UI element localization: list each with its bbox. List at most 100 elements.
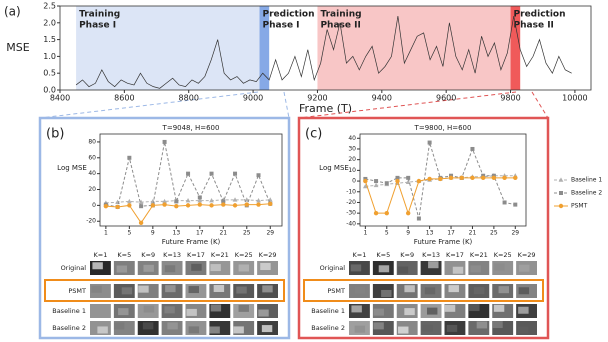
marker xyxy=(373,210,379,216)
marker xyxy=(480,175,486,181)
thumbnail-detail xyxy=(143,305,155,313)
y-tick-label: 20 xyxy=(88,186,96,193)
marker xyxy=(416,216,421,221)
marker xyxy=(233,171,238,176)
thumbnail-detail xyxy=(92,262,103,270)
connector xyxy=(298,91,517,119)
x-tick-label: 9 xyxy=(406,230,410,237)
marker xyxy=(502,175,507,181)
y-tick-label: -20 xyxy=(346,199,356,206)
y-tick-label: -20 xyxy=(86,218,96,225)
marker xyxy=(502,200,507,205)
panel-label: (a) xyxy=(4,5,21,19)
marker xyxy=(127,203,132,208)
legend-label: Baseline 2 xyxy=(571,190,602,197)
marker xyxy=(558,177,564,182)
marker xyxy=(362,183,368,189)
x-tick-label: 8600 xyxy=(114,94,134,103)
thumbnail-detail xyxy=(518,306,529,314)
thumbnail-detail xyxy=(116,265,128,273)
y-tick-label: 80 xyxy=(88,138,96,145)
thumbnail-detail xyxy=(210,264,221,272)
row-label: PSMT xyxy=(327,287,345,295)
marker xyxy=(384,210,389,216)
plot-frame xyxy=(59,5,592,91)
marker xyxy=(138,199,144,205)
thumbnail-detail xyxy=(121,287,133,295)
thumbnail-detail xyxy=(428,261,439,269)
column-label: K=17 xyxy=(446,251,464,259)
marker xyxy=(174,199,179,204)
marker xyxy=(384,181,389,186)
y-tick-label: 2.5 xyxy=(43,2,56,11)
thumbnail-detail xyxy=(373,322,384,330)
marker xyxy=(115,204,120,210)
marker xyxy=(256,198,261,203)
x-tick-label: 10000 xyxy=(562,94,587,103)
connector xyxy=(39,91,259,119)
thumbnail-detail xyxy=(398,326,409,334)
marker xyxy=(232,203,238,208)
x-tick-label: 21 xyxy=(469,230,477,237)
column-label: K=9 xyxy=(400,251,414,259)
marker xyxy=(438,176,443,182)
thumbnail-detail xyxy=(261,325,273,333)
x-tick-label: 9000 xyxy=(243,94,263,103)
thumbnail-detail xyxy=(97,326,108,334)
thumbnail-detail xyxy=(186,308,197,316)
thumbnail-detail xyxy=(448,285,459,293)
x-axis-label: Future Frame (K) xyxy=(162,238,221,246)
marker xyxy=(103,203,109,209)
thumbnail-detail xyxy=(118,308,129,316)
marker xyxy=(363,178,368,184)
y-tick-label: 0.5 xyxy=(43,69,56,78)
panel-box xyxy=(38,116,291,340)
marker xyxy=(138,220,144,226)
marker xyxy=(126,198,132,204)
marker xyxy=(209,203,214,208)
phase-label: Prediction xyxy=(514,10,566,20)
x-tick-label: 9400 xyxy=(372,94,392,103)
x-tick-label: 5 xyxy=(385,230,389,237)
marker xyxy=(395,175,400,180)
marker xyxy=(197,202,203,207)
thumbnail-detail xyxy=(492,321,503,329)
marker xyxy=(232,197,238,202)
thumbnail-detail xyxy=(355,286,366,294)
data-line xyxy=(75,16,572,89)
y-tick-label: 40 xyxy=(348,135,356,142)
marker xyxy=(209,171,214,176)
marker xyxy=(427,140,432,145)
column-label: K=29 xyxy=(518,251,536,259)
x-tick-label: 1 xyxy=(104,230,108,237)
thumbnail-detail xyxy=(258,309,269,317)
marker xyxy=(406,175,411,180)
marker xyxy=(470,146,475,151)
y-axis-label: Log MSE xyxy=(319,164,349,172)
row-label: Baseline 2 xyxy=(311,324,345,332)
y-tick-label: 1.0 xyxy=(43,52,56,61)
plot-frame xyxy=(99,133,283,227)
x-tick-label: 5 xyxy=(127,230,131,237)
marker xyxy=(395,178,400,184)
thumbnail-detail xyxy=(373,308,384,316)
column-label: K=1 xyxy=(94,251,108,259)
phase-region xyxy=(317,6,511,90)
thumbnail-detail xyxy=(404,308,415,316)
panel-label: (b) xyxy=(46,127,64,142)
x-tick-label: 9 xyxy=(151,230,155,237)
marker xyxy=(244,197,250,202)
thumbnail-detail xyxy=(469,304,480,312)
x-tick-label: 9600 xyxy=(436,94,456,103)
phase-label: Prediction xyxy=(263,10,315,20)
marker xyxy=(127,155,132,160)
column-label: K=9 xyxy=(141,251,155,259)
x-tick-label: 25 xyxy=(490,230,498,237)
row-label: Original xyxy=(61,264,87,272)
marker xyxy=(405,179,411,184)
highlight-box xyxy=(44,279,285,302)
marker xyxy=(186,171,191,176)
panel-box xyxy=(297,116,550,340)
thumbnail-detail xyxy=(518,326,529,334)
panel-label: (c) xyxy=(305,127,322,142)
